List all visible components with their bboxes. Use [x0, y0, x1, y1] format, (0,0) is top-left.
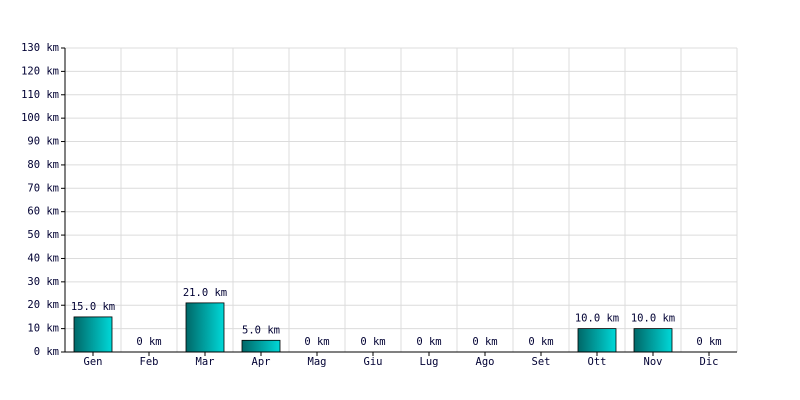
- value-label: 0 km: [136, 336, 161, 348]
- value-label: 5.0 km: [242, 324, 280, 336]
- x-tick-label: Apr: [252, 356, 271, 368]
- x-tick-label: Nov: [644, 356, 663, 368]
- bar: [73, 316, 113, 353]
- y-tick-label: 0 km: [34, 346, 59, 358]
- y-tick-label: 90 km: [27, 136, 59, 148]
- value-label: 0 km: [304, 336, 329, 348]
- x-tick-label: Gen: [84, 356, 103, 368]
- x-tick-label: Ago: [476, 356, 495, 368]
- x-tick-label: Giu: [364, 356, 383, 368]
- value-label: 0 km: [528, 336, 553, 348]
- value-label: 21.0 km: [183, 287, 227, 299]
- value-label: 15.0 km: [71, 301, 115, 313]
- x-tick-label: Lug: [420, 356, 439, 368]
- bar: [185, 302, 225, 353]
- value-label: 0 km: [360, 336, 385, 348]
- bar: [241, 339, 281, 353]
- y-tick-label: 60 km: [27, 206, 59, 218]
- y-tick-label: 40 km: [27, 252, 59, 264]
- bar: [633, 328, 673, 353]
- y-tick-label: 120 km: [21, 65, 59, 77]
- x-tick-label: Set: [532, 356, 551, 368]
- x-tick-label: Ott: [588, 356, 607, 368]
- x-tick-label: Mar: [196, 356, 215, 368]
- value-label: 10.0 km: [631, 313, 675, 325]
- bar: [577, 328, 617, 353]
- y-tick-label: 100 km: [21, 112, 59, 124]
- value-label: 0 km: [416, 336, 441, 348]
- y-tick-label: 110 km: [21, 89, 59, 101]
- value-label: 10.0 km: [575, 313, 619, 325]
- x-tick-label: Feb: [140, 356, 159, 368]
- y-tick-label: 10 km: [27, 323, 59, 335]
- x-tick-label: Mag: [308, 356, 327, 368]
- y-tick-label: 30 km: [27, 276, 59, 288]
- value-label: 0 km: [696, 336, 721, 348]
- y-tick-label: 80 km: [27, 159, 59, 171]
- y-tick-label: 50 km: [27, 229, 59, 241]
- y-tick-label: 20 km: [27, 299, 59, 311]
- y-tick-label: 130 km: [21, 42, 59, 54]
- value-label: 0 km: [472, 336, 497, 348]
- x-tick-label: Dic: [700, 356, 719, 368]
- y-tick-label: 70 km: [27, 182, 59, 194]
